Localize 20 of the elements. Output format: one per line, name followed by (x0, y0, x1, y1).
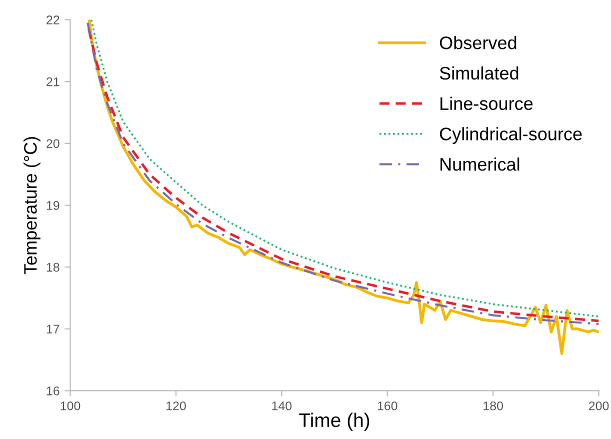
y-tick-label: 17 (46, 324, 60, 334)
x-tick-label: 120 (166, 401, 186, 410)
x-tick-label: 180 (484, 401, 504, 410)
y-axis-title: Temperature (°C) (24, 137, 40, 274)
y-tick-label: 20 (46, 139, 60, 148)
legend-label: Cylindrical-source (440, 127, 582, 144)
legend-label: Line-source (440, 96, 533, 110)
y-tick-label: 22 (46, 16, 60, 24)
annotation: Simulated (440, 66, 518, 80)
legend-label: Observed (440, 36, 516, 50)
legend-label: Numerical (440, 157, 520, 171)
x-tick-label: 100 (60, 401, 80, 410)
x-axis-title: Time (h) (299, 412, 370, 431)
y-tick-label: 16 (46, 386, 60, 396)
y-tick-label: 19 (46, 201, 60, 210)
x-tick-label: 160 (378, 401, 398, 410)
y-tick-label: 21 (46, 77, 60, 86)
x-tick-label: 140 (272, 401, 292, 410)
x-tick-label: 200 (588, 401, 609, 410)
y-tick-label: 18 (46, 262, 60, 272)
